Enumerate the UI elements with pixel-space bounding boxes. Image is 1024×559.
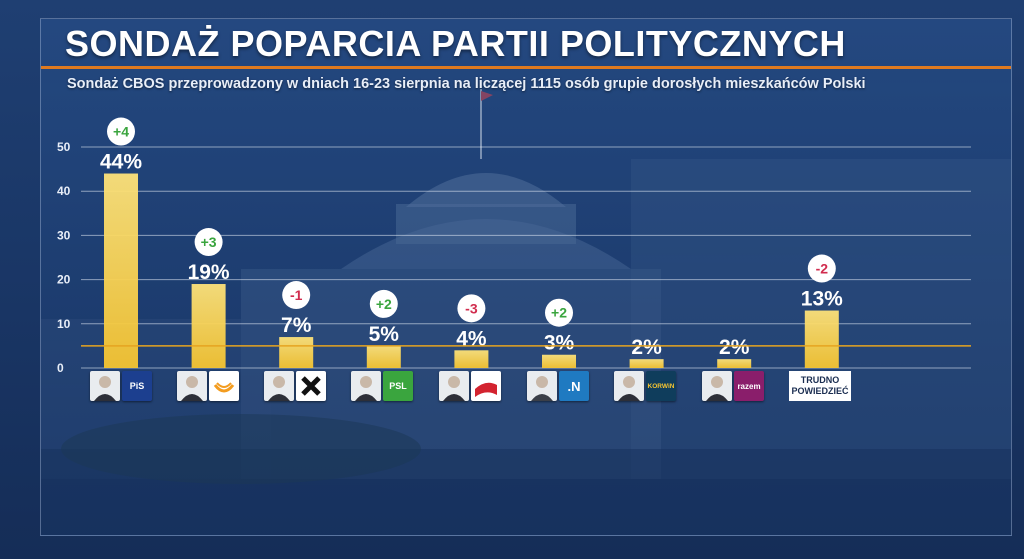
- change-label: -1: [290, 287, 303, 303]
- bar-value-label: 2%: [631, 336, 662, 359]
- change-label: +3: [201, 234, 217, 250]
- change-label: -3: [465, 300, 478, 316]
- logo-pis-text: PiS: [129, 381, 145, 391]
- logo-undecided: TRUDNO POWIEDZIEĆ: [789, 371, 851, 401]
- portrait-sld: [439, 371, 469, 401]
- y-tick-label: 40: [57, 184, 71, 198]
- change-badge: [107, 117, 135, 146]
- logo-sld: [471, 371, 501, 401]
- change-badge: [545, 298, 573, 327]
- chart-subtitle: Sondaż CBOS przeprowadzony w dniach 16-2…: [67, 76, 866, 92]
- change-label: +2: [551, 305, 567, 321]
- portrait-pis: [90, 371, 120, 401]
- logo-korwin-text: KORWiN: [647, 382, 675, 390]
- change-label: -2: [816, 261, 829, 277]
- y-tick-label: 10: [57, 317, 71, 331]
- bar: [542, 354, 576, 368]
- bar: [629, 359, 664, 368]
- undecided-line-2: POWIEDZIEĆ: [791, 386, 849, 396]
- portrait-razem: [702, 371, 732, 401]
- change-badge: [194, 228, 223, 257]
- undecided-line-1: TRUDNO: [800, 375, 840, 385]
- logo-psl: PSL: [383, 371, 413, 401]
- logo-razem: razem: [734, 371, 764, 401]
- logo-razem-text: razem: [737, 381, 761, 391]
- portrait-korwin: [614, 371, 644, 401]
- title-underline: [41, 66, 1011, 69]
- portrait-nowoczesna: [527, 371, 557, 401]
- logo-korwin: KORWiN: [646, 371, 676, 401]
- logo-nowoczesna-text: .N: [567, 378, 581, 394]
- change-badge: [807, 254, 836, 283]
- change-label: +4: [113, 124, 129, 140]
- y-tick-label: 50: [57, 140, 71, 154]
- bar-value-label: 4%: [456, 327, 487, 350]
- bar-value-label: 44%: [100, 151, 142, 174]
- chart-title: SONDAŻ POPARCIA PARTII POLITYCZNYCH: [65, 23, 846, 64]
- y-tick-label: 0: [57, 361, 64, 375]
- y-tick-label: 30: [57, 228, 71, 242]
- portrait-psl: [351, 371, 381, 401]
- logo-kukiz: [296, 371, 326, 401]
- change-badge: [369, 289, 398, 318]
- logo-psl-text: PSL: [389, 381, 407, 391]
- bar: [804, 310, 839, 368]
- bar-value-label: 5%: [369, 323, 400, 346]
- logo-po: [209, 371, 239, 401]
- bar-value-label: 19%: [188, 261, 230, 284]
- bar: [454, 350, 489, 368]
- bar-value-label: 7%: [281, 314, 312, 337]
- bar: [104, 173, 138, 368]
- logo-pis: PiS: [122, 371, 152, 401]
- bar: [279, 337, 314, 368]
- bar: [717, 359, 752, 368]
- portrait-kukiz: [264, 371, 294, 401]
- bar-value-label: 13%: [801, 288, 843, 311]
- change-badge: [457, 294, 486, 323]
- chart-panel: SONDAŻ POPARCIA PARTII POLITYCZNYCH Sond…: [40, 18, 1012, 536]
- change-badge: [282, 281, 311, 310]
- bar: [366, 345, 401, 368]
- bar-chart: 0 10 20 30 40 50 44% +4 19% +3 7% -1 5% +2 4% -3 3% +2 2% 2…: [57, 117, 971, 375]
- y-tick-label: 20: [57, 273, 71, 287]
- portrait-po: [177, 371, 207, 401]
- logo-nowoczesna: .N: [559, 371, 589, 401]
- bar: [191, 284, 226, 368]
- change-label: +2: [376, 296, 392, 312]
- bar-value-label: 3%: [544, 332, 575, 355]
- bar-value-label: 2%: [719, 336, 750, 359]
